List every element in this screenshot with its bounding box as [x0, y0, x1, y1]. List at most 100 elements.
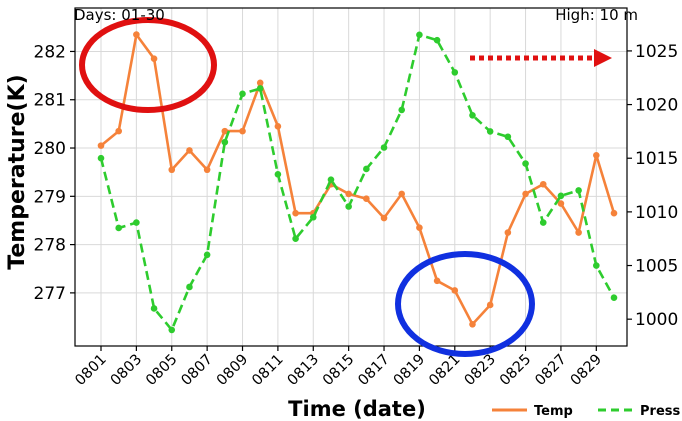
point-temp	[256, 79, 264, 87]
point-press	[133, 219, 140, 226]
series-layer	[97, 31, 618, 334]
x-tick-label: 0801	[72, 352, 109, 389]
legend-label-temp: Temp	[534, 404, 573, 419]
point-press	[239, 90, 246, 98]
point-press	[292, 235, 299, 242]
point-press	[416, 31, 423, 39]
left-tick-label: 277	[34, 284, 66, 304]
right-tick-label: 1000	[635, 310, 678, 330]
right-tick-label: 1020	[635, 96, 678, 116]
point-press	[309, 213, 317, 221]
point-press	[380, 144, 388, 151]
point-temp	[504, 229, 512, 236]
point-press	[274, 171, 282, 178]
point-temp	[593, 151, 600, 159]
point-temp	[363, 195, 370, 203]
y-axis-label: Temperature(K)	[5, 74, 30, 269]
top-left-text: Days: 01-30	[74, 6, 165, 24]
point-press	[557, 192, 565, 200]
point-press	[168, 326, 176, 334]
legend-label-press: Press	[640, 404, 680, 419]
x-tick-label: 0811	[249, 352, 286, 389]
series-line-press	[99, 33, 616, 332]
point-press	[522, 160, 529, 167]
point-temp	[451, 287, 459, 294]
point-temp	[575, 229, 582, 236]
point-press	[363, 165, 370, 173]
x-tick-label: 0819	[391, 352, 428, 389]
grid-lines	[75, 8, 627, 346]
point-temp	[380, 214, 388, 222]
point-temp	[522, 190, 529, 198]
point-temp	[221, 127, 229, 135]
top-right-text: High: 10 m	[555, 6, 638, 24]
x-tick-label: 0809	[214, 352, 251, 389]
point-temp	[150, 55, 158, 62]
point-temp	[203, 166, 211, 174]
point-temp	[115, 127, 122, 135]
left-y-axis: 277 278 279 280 281 282	[34, 42, 75, 304]
right-tick-label: 1010	[635, 203, 678, 223]
series-line-temp	[100, 33, 616, 326]
left-tick-label: 279	[34, 187, 66, 207]
point-temp	[610, 209, 618, 217]
x-tick-label: 0805	[143, 352, 180, 389]
point-temp	[292, 209, 299, 217]
point-temp	[557, 200, 565, 207]
point-press	[486, 128, 494, 135]
point-temp	[345, 190, 352, 198]
x-axis: 0801080308050807080908110813081508170819…	[72, 346, 605, 389]
plot-frame	[74, 7, 628, 347]
x-tick-label: 0813	[285, 352, 322, 389]
left-tick-label: 281	[34, 91, 66, 111]
point-press	[186, 283, 193, 291]
left-tick-label: 280	[34, 139, 66, 159]
annotation-layer	[79, 17, 612, 357]
point-press	[539, 219, 547, 226]
x-tick-label: 0807	[179, 352, 216, 389]
red-highlight-circle	[79, 17, 217, 113]
point-press	[256, 85, 264, 92]
point-press	[345, 203, 352, 210]
left-tick-label: 282	[34, 42, 66, 62]
x-tick-label: 0817	[355, 352, 392, 389]
point-press	[433, 36, 441, 44]
point-temp	[274, 123, 282, 130]
x-tick-label: 0825	[497, 352, 534, 389]
right-tick-label: 1005	[635, 257, 678, 277]
point-temp	[97, 142, 105, 149]
point-temp	[168, 166, 176, 174]
point-temp	[239, 127, 246, 135]
point-press	[221, 138, 229, 146]
right-tick-label: 1015	[635, 149, 678, 169]
right-tick-label: 1025	[635, 42, 678, 62]
x-tick-label: 0821	[426, 352, 463, 389]
point-press	[451, 69, 459, 76]
point-temp	[398, 190, 406, 198]
point-temp	[486, 301, 494, 309]
point-temp	[186, 147, 193, 154]
point-press	[398, 106, 406, 114]
point-press	[575, 187, 582, 194]
point-press	[327, 176, 335, 183]
point-temp	[133, 31, 140, 38]
point-press	[610, 294, 618, 302]
right-y-axis: 1000 1005 1010 1015 1020 1025	[627, 42, 678, 330]
left-tick-label: 278	[34, 236, 66, 256]
x-tick-label: 0823	[462, 352, 499, 389]
point-temp	[469, 320, 476, 328]
x-tick-label: 0815	[320, 352, 357, 389]
x-tick-label: 0803	[108, 352, 145, 389]
point-temp	[433, 277, 441, 285]
legend: Temp Press	[492, 404, 680, 419]
x-axis-label: Time (date)	[288, 397, 426, 421]
point-press	[150, 305, 158, 312]
x-tick-label: 0829	[568, 352, 605, 389]
point-press	[593, 262, 600, 269]
point-press	[115, 224, 122, 232]
point-press	[504, 133, 512, 141]
arrow-head-icon	[594, 49, 612, 67]
point-press	[97, 154, 105, 162]
point-press	[469, 112, 476, 119]
